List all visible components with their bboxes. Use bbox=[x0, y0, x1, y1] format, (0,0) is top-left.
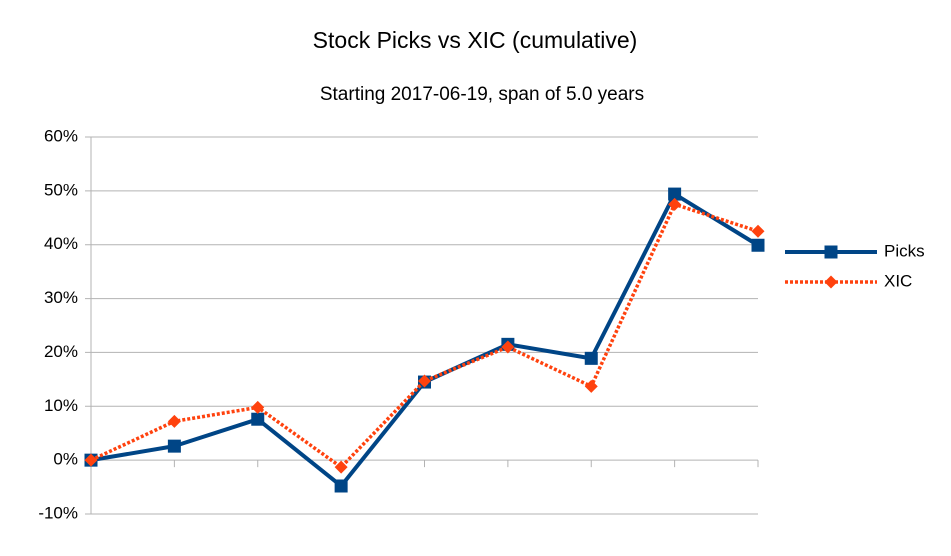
marker bbox=[751, 238, 765, 252]
chart-title: Stock Picks vs XIC (cumulative) bbox=[313, 27, 638, 53]
marker bbox=[751, 224, 765, 238]
marker bbox=[668, 187, 682, 201]
y-tick-label: 10% bbox=[44, 396, 78, 415]
marker bbox=[334, 460, 348, 474]
chart-subtitle: Starting 2017-06-19, span of 5.0 years bbox=[320, 84, 644, 105]
marker bbox=[84, 453, 98, 467]
y-tick-label: 40% bbox=[44, 234, 78, 253]
marker bbox=[584, 379, 598, 393]
y-tick-label: 20% bbox=[44, 342, 78, 361]
marker bbox=[251, 412, 265, 426]
series-line bbox=[90, 192, 760, 488]
marker bbox=[418, 374, 431, 388]
marker bbox=[167, 414, 181, 428]
marker bbox=[251, 400, 265, 414]
y-tick-label: 60% bbox=[44, 126, 78, 145]
marker bbox=[501, 340, 515, 354]
legend-label: Picks bbox=[884, 241, 925, 260]
marker bbox=[824, 245, 838, 259]
marker bbox=[824, 275, 838, 289]
legend-label: XIC bbox=[884, 271, 912, 290]
marker bbox=[167, 439, 181, 453]
marker bbox=[584, 351, 598, 365]
marker bbox=[334, 479, 348, 493]
y-tick-label: 50% bbox=[44, 180, 78, 199]
y-tick-label: -10% bbox=[38, 503, 78, 522]
marker bbox=[668, 197, 682, 211]
y-tick-label: 30% bbox=[44, 288, 78, 307]
y-tick-label: 0% bbox=[53, 450, 78, 469]
series-line bbox=[90, 202, 759, 469]
